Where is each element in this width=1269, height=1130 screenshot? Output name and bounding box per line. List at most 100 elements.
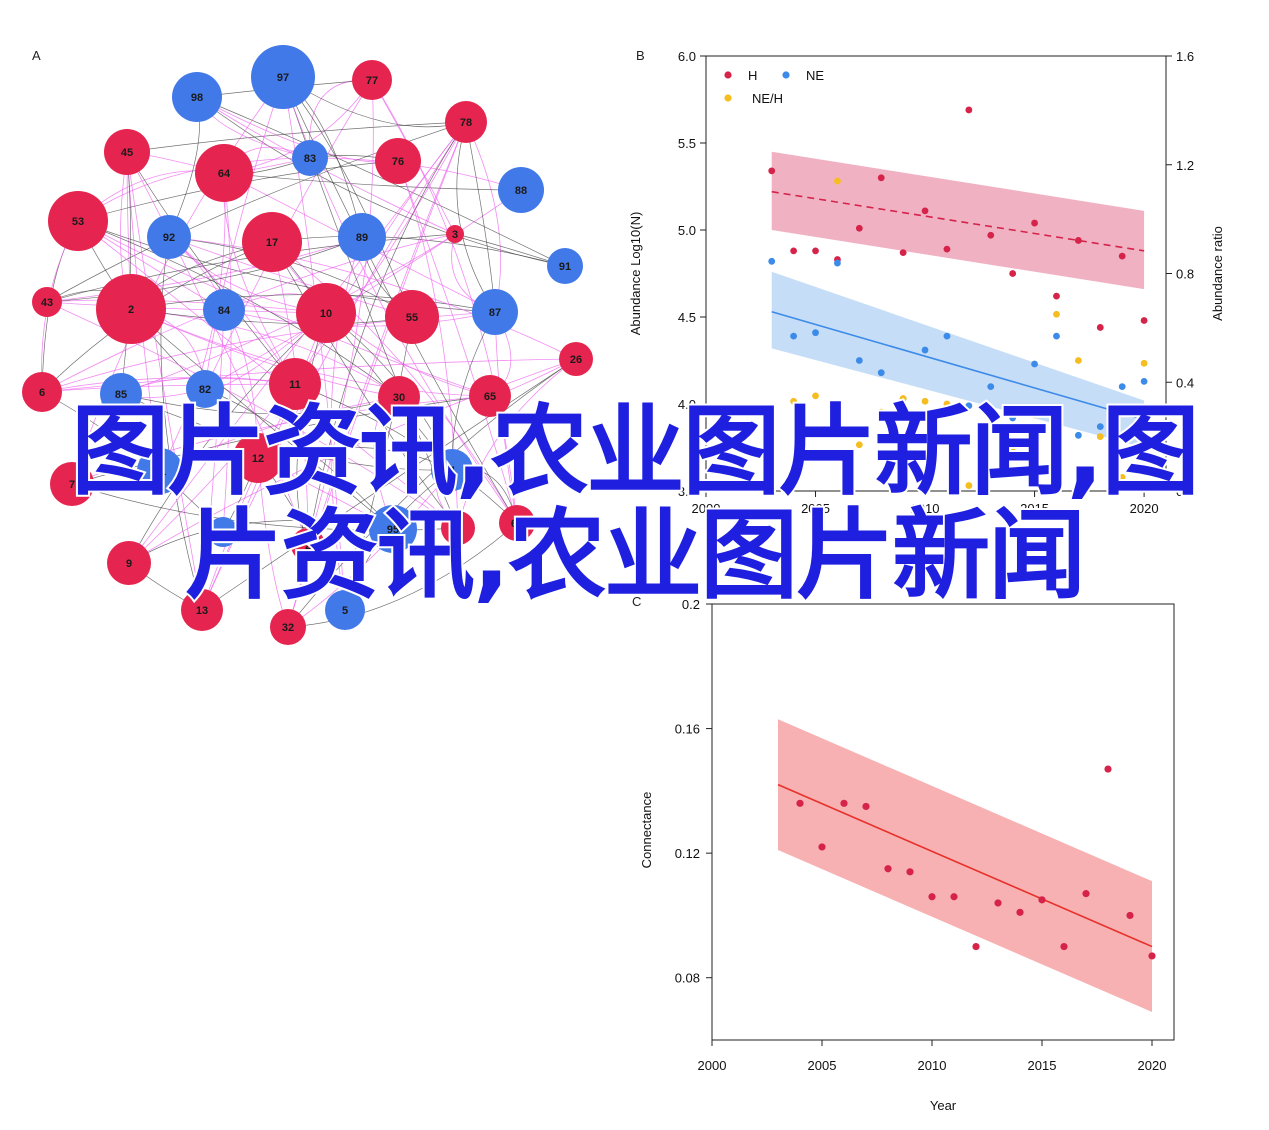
point-h [1118, 252, 1126, 260]
overlay-headline: 图片资讯,农业图片新闻,图片资讯,农业图片新闻 [69, 395, 1201, 613]
node-label: 17 [266, 237, 278, 249]
x-axis-title: Year [930, 1098, 957, 1113]
x-tick-label: 2010 [918, 1058, 947, 1073]
point-h [1096, 324, 1104, 331]
network-edge [223, 309, 496, 327]
point-h [921, 207, 929, 215]
node-label: 78 [460, 117, 472, 129]
network-node-55: 55 [385, 290, 439, 344]
y-tick-label: 6.0 [678, 49, 696, 64]
node-circle [499, 505, 535, 541]
point-ne [1118, 383, 1126, 390]
network-edge [457, 358, 577, 529]
point-h [812, 247, 819, 255]
network-node-76: 76 [375, 138, 421, 184]
network-node-64: 64 [195, 144, 253, 202]
y2-tick-label: 0.0 [1176, 484, 1194, 499]
network-edge [201, 358, 577, 611]
y-tick-label: 5.0 [678, 223, 696, 238]
node-label: 81 [154, 466, 166, 478]
point-h [855, 224, 863, 232]
network-node-4: 4 [431, 449, 473, 491]
node-circle [50, 462, 94, 506]
node-circle [559, 342, 593, 376]
node-label: 9 [126, 558, 132, 570]
network-node-11: 11 [269, 358, 321, 410]
node-circle [431, 449, 473, 491]
network-edge [494, 311, 518, 524]
legend-marker [724, 71, 732, 79]
network-edge [46, 236, 363, 303]
chart-b-plot: 2000 2005 2010 2015 2020 3.5 4.0 4.5 5.0 5.5 6.0 0.… [628, 49, 1225, 550]
node-circle [547, 248, 583, 284]
network-edge [222, 172, 232, 533]
panel-a-label: A [32, 48, 41, 63]
network-edge [71, 395, 491, 485]
network-node-97: 97 [251, 45, 315, 109]
point-ne-h [965, 482, 973, 489]
y-tick-label: 4.0 [678, 397, 696, 412]
node-label: 97 [277, 72, 289, 84]
node-circle [441, 511, 475, 545]
network-edge [271, 241, 518, 524]
network-edge [204, 76, 284, 390]
node-circle [32, 287, 62, 317]
network-edge [46, 233, 456, 303]
y-tick-label: 0.08 [675, 971, 700, 986]
network-edge [456, 121, 496, 313]
node-circle [48, 191, 108, 251]
data-point [884, 865, 892, 873]
network-edge [159, 396, 400, 472]
point-h [899, 249, 907, 257]
node-label: 3 [452, 229, 458, 241]
y-tick-label: 5.5 [678, 136, 696, 151]
network-edge [307, 121, 467, 546]
point-ne-h [855, 441, 863, 449]
network-node-87: 87 [472, 289, 518, 335]
point-ne-h [768, 406, 776, 413]
network-edge [130, 308, 394, 530]
node-circle [385, 290, 439, 344]
chart-c: C 2000 2005 2010 2015 2020 0.08 0.12 0.16 0.2 Yea… [632, 594, 1175, 1113]
legend-label: NE/H [752, 91, 783, 106]
point-ne-h [921, 397, 929, 405]
x-tick-label: 2005 [808, 1058, 837, 1073]
y-axis-title: Connectance [639, 792, 654, 869]
network-edge [41, 391, 224, 533]
ci-band-h [771, 151, 1145, 290]
data-point [1016, 908, 1024, 916]
y-tick-label: 0.16 [675, 722, 700, 737]
node-circle [338, 213, 386, 261]
network-node-83: 83 [292, 140, 328, 176]
node-label: 43 [41, 297, 53, 309]
point-ne-h [1074, 357, 1082, 364]
node-label: 45 [121, 147, 133, 159]
node-label: 53 [72, 216, 84, 228]
point-h [790, 247, 798, 255]
x-tick-label: 2000 [692, 501, 721, 516]
network-node-85: 85 [100, 373, 142, 415]
ci-band-ne [771, 271, 1145, 448]
node-circle [181, 589, 223, 631]
network-edge [344, 316, 413, 611]
node-label: 87 [489, 307, 501, 319]
point-ne [1053, 332, 1060, 340]
network-edge [77, 220, 400, 398]
node-label: 64 [218, 168, 231, 180]
network-node-43: 43 [32, 287, 62, 317]
node-circle [203, 289, 245, 331]
y-tick-label: 0.12 [675, 846, 700, 861]
node-circle [369, 505, 417, 553]
y2-tick-label: 1.6 [1176, 49, 1194, 64]
point-ne [1074, 431, 1082, 439]
network-edge [130, 308, 400, 398]
x-tick-label: 2015 [1028, 1058, 1057, 1073]
node-label: 2 [305, 540, 311, 552]
node-label: 91 [559, 261, 571, 273]
network-edge [397, 160, 518, 524]
y2-tick-label: 0.8 [1176, 267, 1194, 282]
node-label: 85 [115, 389, 127, 401]
